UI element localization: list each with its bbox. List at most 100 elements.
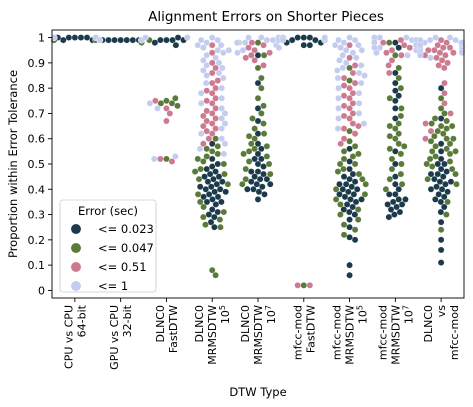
swarm-point xyxy=(395,120,402,127)
swarm-point xyxy=(218,95,225,102)
swarm-point xyxy=(384,201,391,208)
swarm-point xyxy=(351,62,359,69)
swarm-point xyxy=(346,54,353,62)
swarm-point xyxy=(152,97,159,105)
swarm-point xyxy=(346,77,353,84)
swarm-point xyxy=(355,100,363,107)
swarm-point xyxy=(424,175,431,183)
swarm-point xyxy=(437,218,445,226)
swarm-point xyxy=(204,178,212,185)
swarm-point xyxy=(214,193,222,201)
swarm-point xyxy=(395,196,402,203)
swarm-point xyxy=(195,175,203,183)
swarm-point xyxy=(334,67,341,74)
swarm-point xyxy=(202,79,210,87)
swarm-point xyxy=(335,105,342,112)
swarm-point xyxy=(240,150,247,158)
x-tick-label-line: MRMSDTW xyxy=(252,305,265,365)
swarm-point xyxy=(205,191,213,198)
swarm-point xyxy=(218,125,225,132)
swarm-point xyxy=(446,44,454,51)
swarm-point xyxy=(220,74,227,82)
swarm-point xyxy=(351,130,359,137)
swarm-point xyxy=(438,186,446,193)
swarm-point xyxy=(245,34,252,41)
swarm-point xyxy=(172,41,180,49)
swarm-point xyxy=(397,84,405,92)
swarm-point xyxy=(214,160,221,168)
swarm-point xyxy=(358,46,366,54)
swarm-point xyxy=(392,115,399,122)
x-tick-label-line: DLNC0 xyxy=(422,305,435,343)
swarm-point xyxy=(203,52,210,59)
swarm-point xyxy=(306,41,314,49)
swarm-point xyxy=(217,223,224,231)
swarm-point xyxy=(258,34,265,41)
swarm-point xyxy=(260,52,268,59)
swarm-point xyxy=(248,52,255,59)
swarm-point xyxy=(359,175,366,183)
swarm-point xyxy=(441,160,448,168)
y-tick-label: 0.2 xyxy=(28,234,46,247)
swarm-point xyxy=(251,125,258,132)
legend-entries: <= 0.023 <= 0.047 <= 0.51 <= 1 xyxy=(70,222,154,293)
x-tick-label-line: DLNC0 xyxy=(193,305,206,343)
swarm-point xyxy=(202,221,209,228)
swarm-point xyxy=(440,64,448,72)
swarm-point xyxy=(346,84,353,92)
swarm-point xyxy=(201,173,208,180)
swarm-point xyxy=(427,186,435,193)
swarm-point xyxy=(355,170,363,178)
swarm-point xyxy=(448,165,456,173)
swarm-point xyxy=(437,198,445,206)
swarm-point xyxy=(239,46,247,54)
legend-marker xyxy=(70,261,82,273)
swarm-point xyxy=(200,203,207,211)
swarm-point xyxy=(436,49,444,57)
swarm-point xyxy=(346,158,353,165)
swarm-point xyxy=(433,54,440,62)
swarm-point xyxy=(337,201,344,208)
x-tick-label-line: mfcc-mod xyxy=(291,305,304,360)
swarm-point xyxy=(416,52,424,59)
swarm-point xyxy=(96,36,104,44)
swarm-point xyxy=(386,175,394,183)
swarm-point xyxy=(219,64,226,72)
swarm-point xyxy=(197,130,205,137)
y-axis-title: Proportion within Error Tolerance xyxy=(6,70,20,258)
swarm-point xyxy=(212,54,219,62)
swarm-point xyxy=(211,223,218,231)
swarm-point xyxy=(339,52,347,59)
swarm-point xyxy=(212,201,220,208)
swarm-point xyxy=(392,135,399,142)
swarm-point xyxy=(216,216,224,223)
swarm-point xyxy=(450,135,457,142)
swarm-point xyxy=(398,52,405,59)
swarm-point xyxy=(444,198,451,206)
x-tick-label-line: mfcc-mod xyxy=(331,305,344,360)
swarm-point xyxy=(208,140,216,148)
y-tick-label: 0.3 xyxy=(28,209,46,222)
swarm-point xyxy=(197,165,204,173)
legend-label: <= 0.023 xyxy=(98,222,154,236)
swarm-point xyxy=(151,155,158,163)
swarm-point xyxy=(348,183,355,190)
swarm-point xyxy=(442,52,449,59)
swarm-point xyxy=(248,39,256,46)
swarm-point xyxy=(117,36,124,44)
swarm-point xyxy=(196,183,204,190)
swarm-point xyxy=(254,150,262,158)
swarm-point xyxy=(208,155,216,163)
swarm-point xyxy=(151,39,159,46)
swarm-point xyxy=(205,135,213,142)
swarm-point xyxy=(260,120,267,127)
x-tick-label: GPU vs CPU 32-bit xyxy=(108,304,134,369)
swarm-point xyxy=(212,168,219,175)
swarm-point xyxy=(200,140,207,148)
swarm-point xyxy=(443,125,450,132)
swarm-point xyxy=(194,41,202,49)
x-tick-label-line: 64-bit xyxy=(75,304,88,337)
y-tick-label: 0.6 xyxy=(28,133,46,146)
swarm-point xyxy=(203,165,210,173)
swarm-point xyxy=(347,196,354,203)
